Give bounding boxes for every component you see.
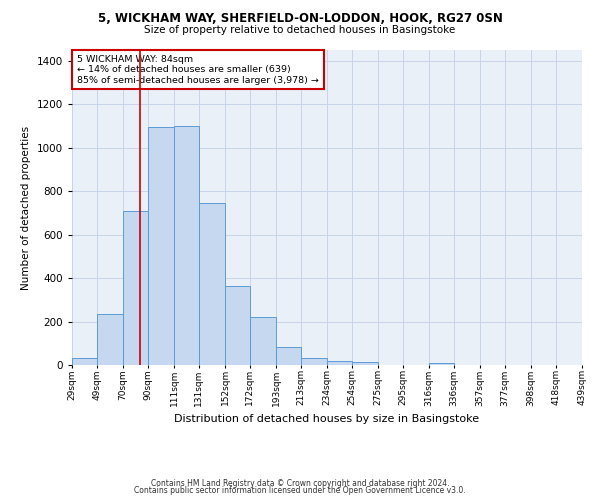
Bar [429, 363, 454, 365]
Bar [301, 358, 327, 365]
Bar [148, 127, 174, 365]
Y-axis label: Number of detached properties: Number of detached properties [21, 126, 31, 290]
Bar [123, 211, 148, 365]
Text: 5, WICKHAM WAY, SHERFIELD-ON-LODDON, HOOK, RG27 0SN: 5, WICKHAM WAY, SHERFIELD-ON-LODDON, HOO… [98, 12, 502, 26]
Bar [352, 362, 378, 365]
Bar [72, 358, 97, 365]
Text: 5 WICKHAM WAY: 84sqm
← 14% of detached houses are smaller (639)
85% of semi-deta: 5 WICKHAM WAY: 84sqm ← 14% of detached h… [77, 54, 319, 84]
Bar [276, 346, 301, 365]
Bar [174, 126, 199, 365]
Text: Size of property relative to detached houses in Basingstoke: Size of property relative to detached ho… [145, 25, 455, 35]
Bar [199, 203, 225, 365]
Bar [250, 317, 276, 365]
Bar [225, 286, 250, 365]
Bar [327, 360, 352, 365]
X-axis label: Distribution of detached houses by size in Basingstoke: Distribution of detached houses by size … [175, 414, 479, 424]
Bar [97, 314, 123, 365]
Text: Contains public sector information licensed under the Open Government Licence v3: Contains public sector information licen… [134, 486, 466, 495]
Text: Contains HM Land Registry data © Crown copyright and database right 2024.: Contains HM Land Registry data © Crown c… [151, 478, 449, 488]
